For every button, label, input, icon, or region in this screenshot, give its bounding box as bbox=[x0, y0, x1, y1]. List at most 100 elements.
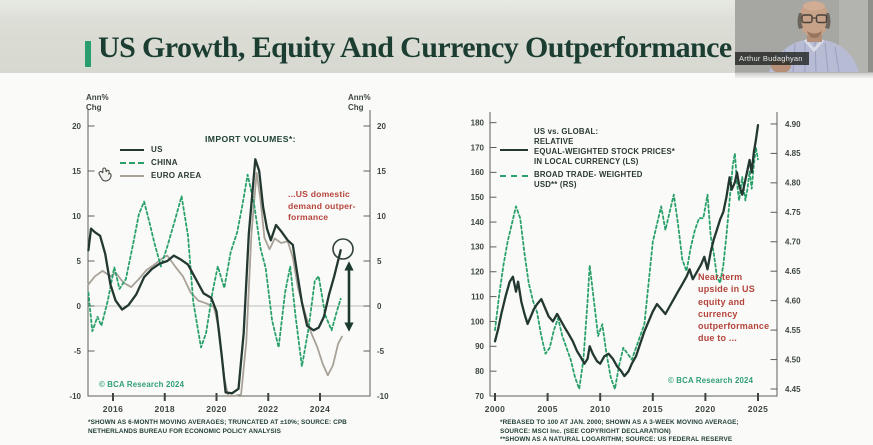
usd-line-swatch bbox=[500, 175, 528, 190]
left-chart-legend: US CHINA EURO AREA bbox=[120, 143, 201, 182]
y-tick-label: 120 bbox=[471, 268, 485, 277]
y-tick-label: 15 bbox=[377, 167, 386, 176]
y-tick-label: 5 bbox=[377, 257, 382, 266]
x-tick-label: 2022 bbox=[258, 404, 279, 414]
legend-label: CHINA bbox=[151, 158, 178, 167]
footnote-line: NETHERLANDS BUREAU FOR ECONOMIC POLICY A… bbox=[88, 427, 282, 435]
left-chart-copyright: © BCA Research 2024 bbox=[99, 380, 185, 389]
y-tick-label: 100 bbox=[471, 317, 485, 326]
series-china bbox=[87, 173, 342, 368]
stock-line-swatch bbox=[500, 149, 528, 167]
y-tick-label: -10 bbox=[69, 392, 81, 401]
legend-item-euro-area: EURO AREA bbox=[120, 169, 201, 182]
y-tick-label: 15 bbox=[72, 167, 81, 176]
legend-label: US bbox=[151, 145, 163, 154]
legend-line: RELATIVE bbox=[534, 137, 574, 146]
y-tick-label: 4.65 bbox=[785, 267, 801, 276]
legend-item-us: US bbox=[120, 143, 201, 156]
right-chart-legend: US vs. GLOBAL: RELATIVE EQUAL-WEIGHTED S… bbox=[500, 127, 675, 193]
us-line-swatch bbox=[120, 148, 144, 151]
series-us-vs-global-stocks bbox=[493, 123, 760, 378]
right-chart-axes: 180 170 160 150 140 130 120 110 100 90 80 70 4.90 4.8… bbox=[471, 112, 801, 414]
right-chart-copyright: © BCA Research 2024 bbox=[668, 376, 754, 385]
y-tick-label: 20 bbox=[72, 122, 81, 131]
unit-line: Chg bbox=[348, 102, 364, 112]
y-tick-label: 10 bbox=[72, 212, 81, 221]
y-tick-label: 4.85 bbox=[785, 149, 801, 158]
legend-item-stock-prices: US vs. GLOBAL: RELATIVE EQUAL-WEIGHTED S… bbox=[500, 127, 675, 167]
legend-line: USD** (RS) bbox=[534, 180, 577, 189]
y-tick-label: 5 bbox=[77, 257, 82, 266]
y-tick-label: -5 bbox=[74, 347, 82, 356]
axis-frame bbox=[489, 112, 778, 397]
annotation-near-term: Near-term upside in US equity and curren… bbox=[698, 271, 782, 345]
annotation-us-domestic: ...US domestic demand outper- formance bbox=[288, 189, 372, 224]
footnote-line: *SHOWN AS 6-MONTH MOVING AVERAGES; TRUNC… bbox=[88, 419, 347, 426]
legend-item-china: CHINA bbox=[120, 156, 201, 169]
legend-line: IN LOCAL CURRENCY (LS) bbox=[534, 157, 639, 166]
x-tick-label: 2020 bbox=[695, 404, 716, 414]
title-accent-bar bbox=[85, 41, 91, 67]
y-tick-label: 180 bbox=[471, 118, 485, 127]
unit-line: Ann% bbox=[86, 93, 109, 102]
y-tick-label: 110 bbox=[471, 292, 484, 301]
x-tick-label: 2024 bbox=[310, 404, 331, 414]
left-axis-unit: Ann% Chg bbox=[86, 93, 109, 112]
left-chart-title: IMPORT VOLUMES*: bbox=[205, 134, 296, 144]
y-tick-label: 10 bbox=[377, 212, 386, 221]
unit-line: Ann% bbox=[348, 93, 371, 102]
y-tick-label: 4.70 bbox=[785, 238, 801, 247]
y-tick-label: 90 bbox=[475, 342, 484, 351]
legend-label: US vs. GLOBAL: RELATIVE EQUAL-WEIGHTED S… bbox=[534, 127, 675, 167]
footnote-line: *REBASED TO 100 AT JAN. 2000; SHOWN AS A… bbox=[500, 419, 739, 426]
x-tick-label: 2018 bbox=[154, 404, 175, 414]
right-chart: 180 170 160 150 140 130 120 110 100 90 80 70 4.90 4.8… bbox=[471, 112, 801, 414]
y-tick-label: 4.45 bbox=[785, 385, 801, 394]
y-tick-label: 0 bbox=[77, 302, 82, 311]
y-tick-label: 70 bbox=[475, 392, 484, 401]
annotation-line: Near-term bbox=[698, 272, 743, 282]
y-tick-label: 140 bbox=[471, 218, 485, 227]
right-axis-unit: Ann% Chg bbox=[348, 93, 371, 112]
y-tick-label: 160 bbox=[471, 168, 485, 177]
annotation-line: ...US domestic bbox=[288, 189, 351, 199]
china-line-swatch bbox=[120, 161, 144, 164]
annotation-line: upside in US bbox=[698, 284, 755, 295]
webcam-shadow bbox=[735, 72, 873, 79]
y-tick-label: 150 bbox=[471, 193, 485, 202]
x-tick-label: 2005 bbox=[537, 404, 558, 414]
y-tick-label: 4.90 bbox=[785, 120, 801, 129]
legend-line: US vs. GLOBAL: bbox=[534, 127, 599, 136]
y-tick-label: -5 bbox=[377, 347, 385, 356]
y-tick-label: 4.75 bbox=[785, 208, 801, 217]
unit-line: Chg bbox=[86, 102, 102, 112]
annotation-line: equity and bbox=[698, 296, 746, 307]
webcam-tile[interactable]: Arthur Budaghyan bbox=[735, 0, 873, 72]
circle-annotation bbox=[332, 238, 354, 260]
x-tick-label: 2000 bbox=[485, 404, 506, 414]
y-tick-label: 0 bbox=[377, 302, 382, 311]
annotation-line: demand outper- bbox=[288, 200, 356, 211]
y-tick-label: 4.60 bbox=[785, 296, 801, 305]
y-tick-label: 130 bbox=[471, 243, 485, 252]
legend-item-usd: BROAD TRADE- WEIGHTED USD** (RS) bbox=[500, 170, 675, 190]
x-tick-label: 2020 bbox=[206, 404, 227, 414]
annotation-line: due to ... bbox=[698, 333, 737, 344]
annotation-line: formance bbox=[288, 212, 329, 222]
annotation-line: currency bbox=[698, 308, 738, 319]
y-tick-label: 80 bbox=[475, 367, 484, 376]
y-tick-label: -10 bbox=[377, 392, 389, 401]
left-chart-series bbox=[87, 158, 343, 397]
legend-label: BROAD TRADE- WEIGHTED USD** (RS) bbox=[534, 170, 643, 190]
y-tick-label: 170 bbox=[471, 143, 485, 152]
y-tick-label: 4.55 bbox=[785, 326, 801, 335]
x-tick-label: 2016 bbox=[103, 404, 124, 414]
slide-title: US Growth, Equity And Currency Outperfor… bbox=[98, 31, 732, 64]
annotation-line: outperformance bbox=[698, 321, 770, 332]
footnote-line: **SHOWN AS A NATURAL LOGARITHM; SOURCE: … bbox=[500, 436, 733, 444]
y-tick-label: 4.50 bbox=[785, 355, 801, 364]
presenter-name-badge: Arthur Budaghyan bbox=[735, 52, 809, 65]
